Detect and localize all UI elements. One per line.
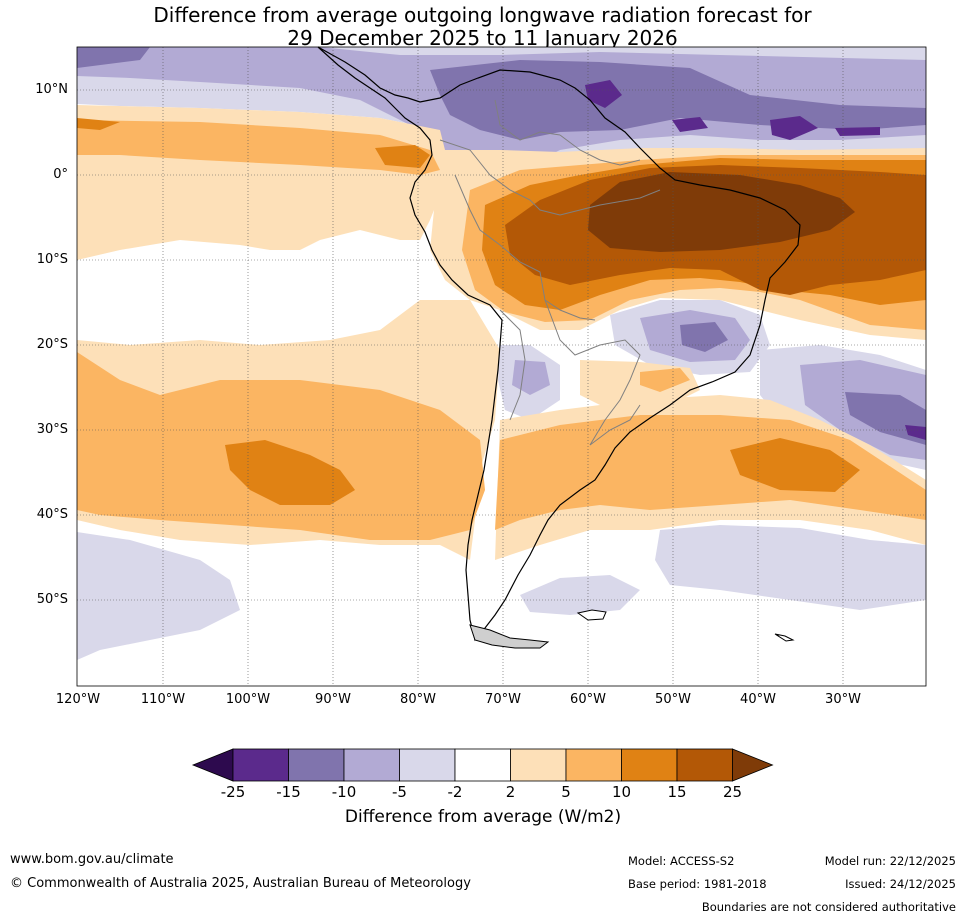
footer-copyright: © Commonwealth of Australia 2025, Austra…	[10, 876, 471, 891]
lon-label-50w: 50°W	[655, 692, 691, 707]
colorbar-tick-label: -25	[220, 783, 246, 801]
colorbar-label: Difference from average (W/m2)	[344, 807, 622, 827]
lon-label-120w: 120°W	[55, 692, 101, 707]
colorbar-tick-label: 25	[722, 783, 743, 801]
title-line-1: Difference from average outgoing longwav…	[153, 3, 812, 27]
lon-label-110w: 110°W	[140, 692, 186, 707]
colorbar-segment-m15-m10	[288, 748, 345, 782]
lon-label-30w: 30°W	[825, 692, 861, 707]
anomaly-region-brazil-strong-negative	[680, 322, 728, 352]
colorbar-segment-m5-m2	[399, 748, 456, 782]
anomaly-region-southeast-strong-negative	[845, 392, 926, 445]
map-frame	[76, 46, 927, 687]
colorbar-segment-p2-5	[510, 748, 567, 782]
anomaly-map	[76, 46, 927, 687]
colorbar-segment-p10-15	[621, 748, 678, 782]
colorbar	[191, 748, 774, 782]
colorbar-segment-p5-10	[565, 748, 622, 782]
title-line-2: 29 December 2025 to 11 January 2026	[287, 26, 678, 50]
colorbar-extend-max	[732, 748, 774, 782]
lat-label-10s: 10°S	[36, 252, 68, 267]
lat-label-10n: 10°N	[35, 82, 68, 97]
lat-label-20s: 20°S	[36, 337, 68, 352]
anomaly-region-falklands-negative	[520, 575, 640, 615]
colorbar-tick-label: -5	[392, 783, 407, 801]
anomaly-region-equatorial-pacific-medium-positive	[77, 120, 440, 175]
colorbar-tick-label: -15	[276, 783, 301, 801]
colorbar-tick-label: 2	[505, 783, 516, 801]
lat-label-30s: 30°S	[36, 422, 68, 437]
falkland-islands	[576, 609, 607, 621]
footer-disclaimer: Boundaries are not considered authoritat…	[701, 900, 956, 914]
lat-label-40s: 40°S	[36, 507, 68, 522]
lon-label-100w: 100°W	[225, 692, 271, 707]
footer-url[interactable]: www.bom.gov.au/climate	[10, 852, 174, 867]
anomaly-region-north-strong-negative	[77, 47, 926, 140]
colorbar-extend-min	[191, 748, 234, 782]
anomaly-region-equatorial-pacific-strong-positive	[77, 118, 430, 168]
south-america-coastline	[317, 46, 801, 642]
anomaly-region-southwest-negative	[77, 532, 240, 660]
lat-label-equator: 0°	[53, 167, 68, 182]
anomaly-region-south-atlantic-negative	[655, 525, 926, 610]
country-borders	[439, 99, 661, 446]
lon-label-90w: 90°W	[315, 692, 351, 707]
colorbar-tick-label: 10	[611, 783, 632, 801]
colorbar-tick-label: -2	[447, 783, 463, 801]
colorbar-tick-label: -10	[331, 783, 357, 801]
anomaly-region-south-pacific-strong-positive	[225, 440, 355, 505]
south-georgia	[774, 633, 795, 642]
footer-model-run: Model run: 22/12/2025	[824, 854, 956, 868]
map-gridlines	[77, 47, 926, 686]
footer-model: Model: ACCESS-S2	[628, 854, 735, 868]
lon-label-60w: 60°W	[570, 692, 606, 707]
lon-label-40w: 40°W	[740, 692, 776, 707]
lon-label-70w: 70°W	[485, 692, 521, 707]
chart-title: Difference from average outgoing longwav…	[0, 4, 965, 50]
colorbar-segment-p15-25	[676, 748, 733, 782]
footer-base-period: Base period: 1981-2018	[628, 877, 767, 891]
colorbar-tick-label: 15	[667, 783, 687, 801]
colorbar-segment-lt-m15	[232, 748, 289, 782]
anomaly-region-south-atlantic-medium-positive	[495, 415, 926, 530]
lon-label-80w: 80°W	[400, 692, 436, 707]
colorbar-tick-label: 5	[561, 783, 571, 801]
anomaly-region-east-brazil-medium-positive	[640, 368, 690, 392]
lat-label-50s: 50°S	[36, 592, 68, 607]
colorbar-segment-m2-2	[454, 748, 511, 782]
footer-issued: Issued: 24/12/2025	[845, 877, 956, 891]
tierra-del-fuego	[469, 624, 550, 649]
anomaly-region-south-atlantic-strong-positive	[730, 438, 860, 492]
colorbar-segment-m10-m5	[343, 748, 400, 782]
